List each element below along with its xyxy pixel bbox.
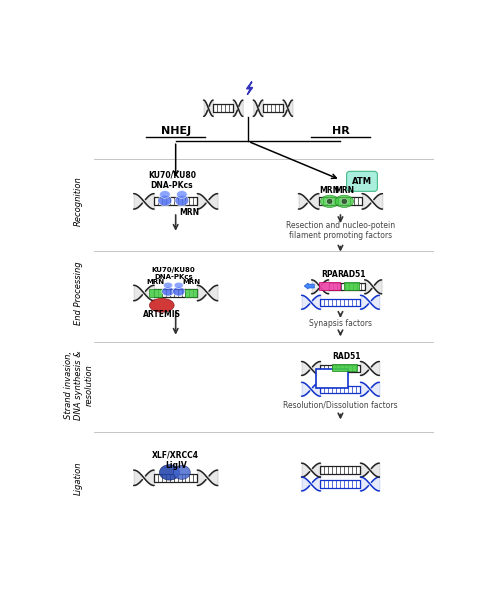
FancyBboxPatch shape [347, 172, 378, 191]
Text: RAD51: RAD51 [333, 352, 361, 361]
Bar [320, 386, 361, 393]
Text: Ligation: Ligation [74, 461, 83, 494]
Bar [185, 289, 197, 297]
Bar [329, 283, 364, 290]
Text: ATM: ATM [352, 177, 372, 186]
Bar [154, 289, 197, 297]
Bar [320, 299, 361, 306]
Bar [344, 282, 359, 290]
Ellipse shape [177, 191, 187, 198]
Bar [320, 466, 361, 473]
Bar [319, 197, 362, 205]
Text: Strand invasion,
DNA synthesis &
resolution: Strand invasion, DNA synthesis & resolut… [64, 350, 93, 420]
Text: Synapsis factors: Synapsis factors [309, 319, 372, 328]
Text: Resolution/Dissolution factors: Resolution/Dissolution factors [283, 401, 398, 410]
Text: KU70/KU80
DNA-PKcs: KU70/KU80 DNA-PKcs [151, 267, 195, 280]
Text: MRN: MRN [147, 279, 165, 285]
Ellipse shape [335, 195, 353, 208]
Bar [150, 289, 162, 297]
Text: MRN: MRN [180, 208, 199, 217]
Bar [154, 474, 197, 482]
Bar [213, 104, 233, 112]
Bar [316, 369, 348, 388]
Text: Recognition: Recognition [74, 176, 83, 226]
Bar [263, 104, 283, 112]
Ellipse shape [175, 195, 189, 206]
Ellipse shape [320, 195, 339, 208]
Ellipse shape [164, 282, 173, 289]
Ellipse shape [158, 195, 172, 206]
Polygon shape [246, 82, 253, 95]
Ellipse shape [160, 191, 170, 198]
Text: MRN: MRN [334, 186, 354, 195]
Bar [154, 197, 197, 205]
Text: RPA: RPA [321, 270, 338, 279]
Text: Resection and nucleo-potein
filament promoting factors: Resection and nucleo-potein filament pro… [286, 221, 395, 241]
Ellipse shape [173, 466, 190, 479]
Text: MRN: MRN [319, 186, 340, 195]
Ellipse shape [178, 199, 186, 205]
Text: KU70/KU80
DNA-PKcs: KU70/KU80 DNA-PKcs [148, 170, 196, 190]
Bar [332, 364, 357, 371]
Ellipse shape [341, 198, 348, 205]
Text: XLF/XRCC4
LigIV: XLF/XRCC4 LigIV [152, 451, 199, 470]
Text: MRN: MRN [182, 279, 200, 285]
Ellipse shape [174, 282, 183, 289]
Ellipse shape [327, 198, 333, 205]
Bar [320, 365, 361, 372]
Bar [319, 282, 340, 290]
Text: NHEJ: NHEJ [161, 126, 191, 136]
Ellipse shape [150, 298, 174, 312]
Ellipse shape [173, 287, 185, 296]
Text: End Processing: End Processing [74, 261, 83, 325]
FancyArrow shape [304, 283, 314, 289]
Text: RAD51: RAD51 [337, 270, 365, 279]
Ellipse shape [161, 199, 169, 205]
Text: HR: HR [332, 126, 349, 136]
Bar [320, 481, 361, 488]
Text: ARTEMIS: ARTEMIS [143, 310, 181, 319]
Ellipse shape [162, 287, 174, 296]
Ellipse shape [160, 464, 180, 480]
